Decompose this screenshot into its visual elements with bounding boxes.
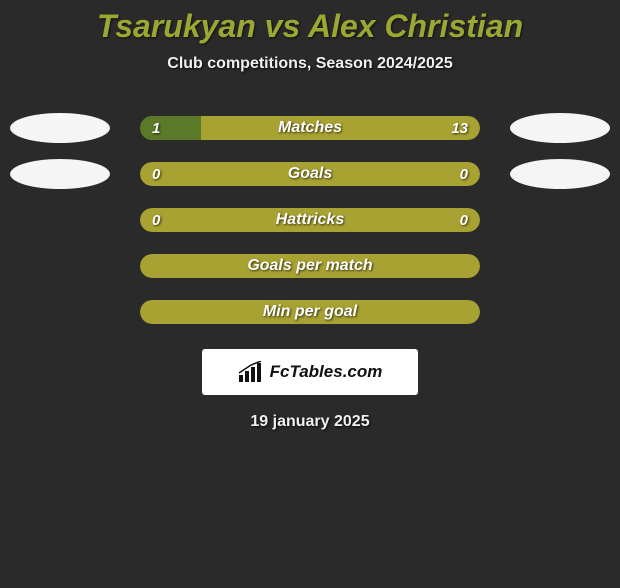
player-oval-right [510,113,610,143]
logo-text: FcTables.com [270,362,383,382]
stat-label: Goals [140,162,480,186]
stats-rows: 113Matches 00Goals 00Hattricks Goals per ma… [0,105,620,335]
stat-bar: Min per goal [140,300,480,324]
date-label: 19 january 2025 [0,413,620,431]
player-oval-left [10,159,110,189]
stat-bar: 00Goals [140,162,480,186]
stat-bar: Goals per match [140,254,480,278]
stat-row: Goals per match [0,243,620,289]
stat-label: Matches [140,116,480,140]
stat-row: 00Hattricks [0,197,620,243]
page-title: Tsarukyan vs Alex Christian [0,8,620,45]
stat-label: Goals per match [140,254,480,278]
stat-bar: 00Hattricks [140,208,480,232]
stat-label: Min per goal [140,300,480,324]
stat-bar: 113Matches [140,116,480,140]
stat-row: 113Matches [0,105,620,151]
player-oval-left [10,113,110,143]
bar-chart-icon [238,361,264,383]
page-subtitle: Club competitions, Season 2024/2025 [0,55,620,73]
logo-box: FcTables.com [202,349,418,395]
stat-label: Hattricks [140,208,480,232]
stat-row: 00Goals [0,151,620,197]
player-oval-right [510,159,610,189]
stat-row: Min per goal [0,289,620,335]
